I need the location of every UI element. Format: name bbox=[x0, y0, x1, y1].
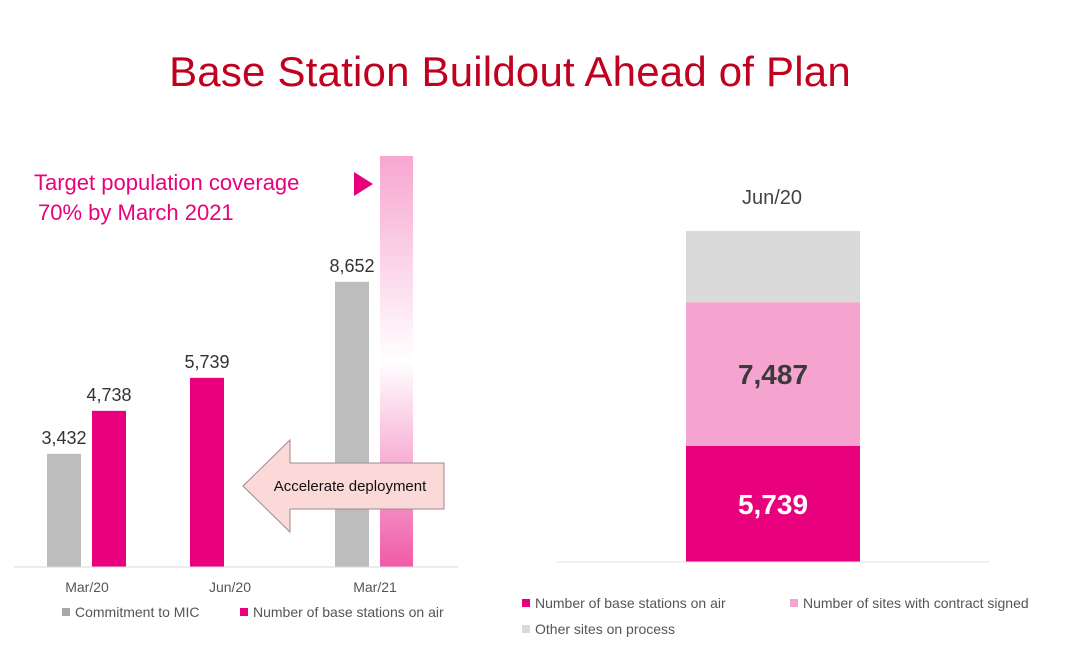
right-chart: 5,739 7,487 bbox=[686, 231, 860, 562]
bar-on-air-mar-20 bbox=[92, 410, 126, 567]
coverage-target-note: Target population coverage 70% by March … bbox=[34, 168, 299, 228]
left-legend: Commitment to MIC Number of base station… bbox=[62, 604, 444, 620]
legend-swatch-on-air-right bbox=[522, 599, 530, 607]
stack-segment-on-air bbox=[686, 446, 860, 562]
legend-swatch-contract bbox=[790, 599, 798, 607]
data-label-commitment-mar-20: 3,432 bbox=[41, 428, 86, 448]
legend-swatch-commitment bbox=[62, 608, 70, 616]
legend-label-on-air: Number of base stations on air bbox=[253, 604, 444, 620]
accelerate-arrow-shape bbox=[242, 438, 445, 534]
x-tick-mar-20: Mar/20 bbox=[65, 579, 109, 595]
bar-on-air-jun-20 bbox=[190, 377, 224, 567]
left-chart-x-ticks: Mar/20 Jun/20 Mar/21 bbox=[65, 579, 397, 595]
note-pointer-icon bbox=[354, 172, 373, 196]
stack-segment-contract bbox=[686, 302, 860, 446]
legend-swatch-on-air bbox=[240, 608, 248, 616]
legend-label-on-air-right: Number of base stations on air bbox=[535, 595, 726, 611]
accelerate-arrow-label: Accelerate deployment bbox=[274, 478, 427, 495]
x-tick-jun-20: Jun/20 bbox=[209, 579, 251, 595]
stack-label-on-air: 5,739 bbox=[738, 489, 808, 520]
legend-label-other: Other sites on process bbox=[535, 621, 675, 637]
bar-commitment-mar-20 bbox=[47, 453, 81, 567]
right-legend: Number of base stations on air Number of… bbox=[522, 595, 1029, 637]
legend-swatch-other bbox=[522, 625, 530, 633]
coverage-target-line2: 70% by March 2021 bbox=[38, 200, 234, 225]
legend-label-contract: Number of sites with contract signed bbox=[803, 595, 1029, 611]
legend-label-commitment: Commitment to MIC bbox=[75, 604, 199, 620]
stack-segment-other-upper bbox=[686, 231, 860, 296]
page-title: Base Station Buildout Ahead of Plan bbox=[169, 48, 851, 95]
data-label-on-air-mar-20: 4,738 bbox=[86, 385, 131, 405]
stack-label-contract: 7,487 bbox=[738, 359, 808, 390]
accelerate-arrow: Accelerate deployment bbox=[242, 438, 445, 534]
bar-commitment-mar-21 bbox=[335, 281, 369, 567]
data-label-commitment-mar-21: 8,652 bbox=[329, 256, 374, 276]
data-label-on-air-jun-20: 5,739 bbox=[184, 352, 229, 372]
x-tick-mar-21: Mar/21 bbox=[353, 579, 397, 595]
coverage-target-line1: Target population coverage bbox=[34, 170, 300, 195]
right-chart-category: Jun/20 bbox=[742, 187, 802, 209]
